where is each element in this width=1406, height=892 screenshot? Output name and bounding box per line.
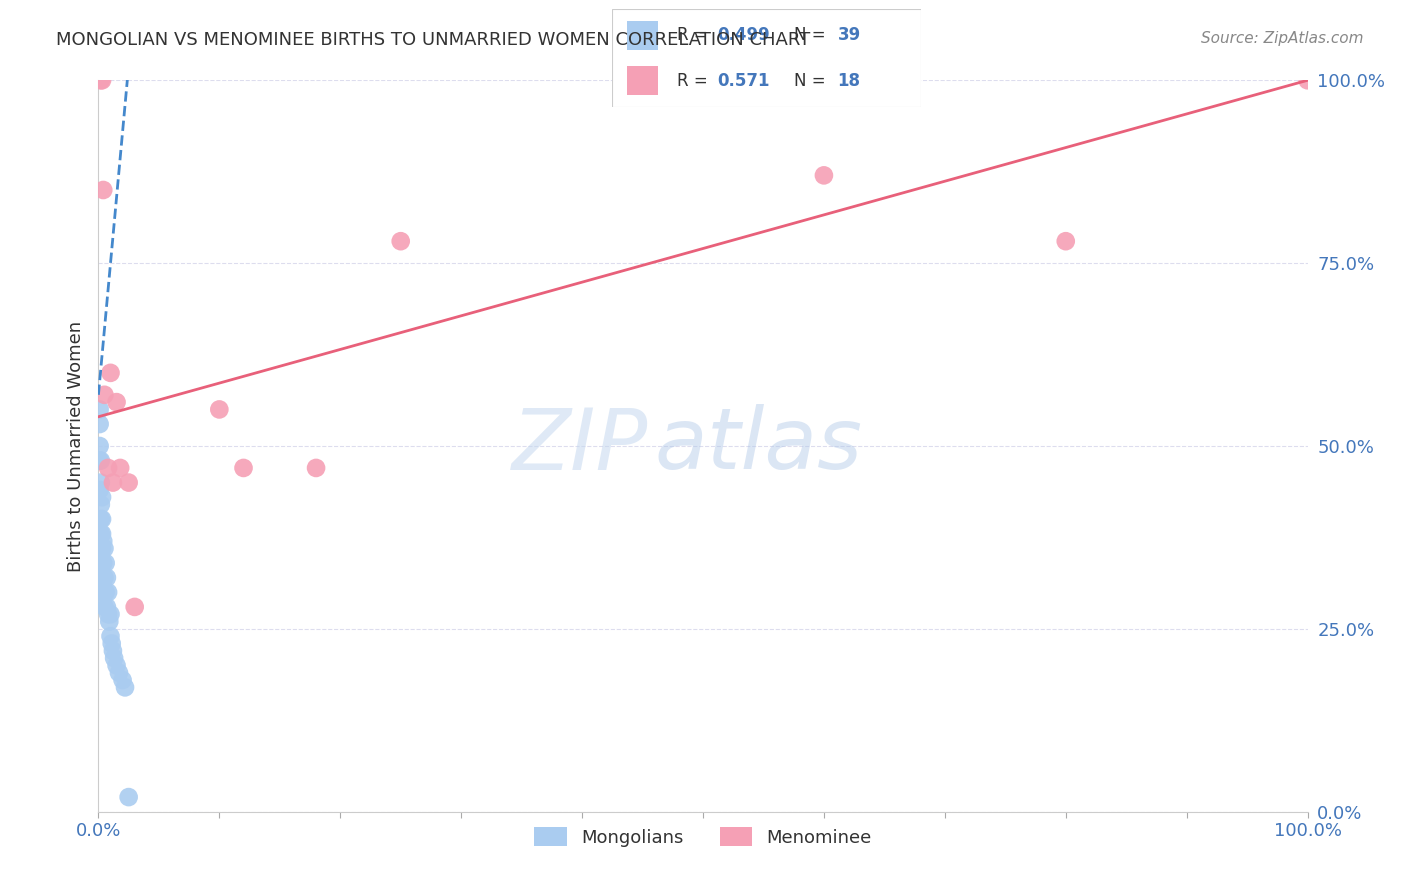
Text: atlas: atlas	[655, 404, 863, 488]
Point	[89, 439, 111, 453]
Point	[1054, 234, 1077, 248]
Text: Source: ZipAtlas.com: Source: ZipAtlas.com	[1201, 31, 1364, 46]
Point	[91, 490, 114, 504]
Point	[97, 585, 120, 599]
Point	[90, 475, 112, 490]
Legend: Mongolians, Menominee: Mongolians, Menominee	[527, 820, 879, 854]
Bar	[627, 66, 658, 95]
Point	[91, 571, 114, 585]
Point	[101, 644, 124, 658]
Point	[93, 541, 115, 556]
Point	[118, 790, 141, 805]
Point	[93, 388, 115, 402]
Point	[108, 665, 131, 680]
Text: 39: 39	[838, 27, 860, 45]
FancyBboxPatch shape	[612, 9, 921, 107]
Point	[89, 417, 111, 431]
Point	[124, 599, 146, 614]
Point	[96, 571, 118, 585]
Y-axis label: Births to Unmarried Women: Births to Unmarried Women	[66, 320, 84, 572]
Point	[91, 534, 114, 549]
Text: ZIP: ZIP	[512, 404, 648, 488]
Point	[100, 607, 122, 622]
Point	[813, 169, 835, 183]
Point	[90, 512, 112, 526]
Text: R =: R =	[676, 71, 713, 89]
Point	[105, 658, 128, 673]
Point	[91, 585, 114, 599]
Point	[93, 571, 115, 585]
Point	[90, 73, 112, 87]
Point	[89, 453, 111, 467]
Point	[90, 498, 112, 512]
Point	[100, 366, 122, 380]
Point	[90, 526, 112, 541]
Text: N =: N =	[794, 71, 831, 89]
Point	[1296, 73, 1319, 87]
Point	[389, 234, 412, 248]
Point	[91, 183, 114, 197]
Point	[91, 556, 114, 570]
Point	[232, 461, 254, 475]
Point	[91, 512, 114, 526]
Point	[90, 549, 112, 563]
Point	[91, 73, 114, 87]
Point	[100, 629, 122, 643]
Point	[94, 556, 117, 570]
Point	[105, 395, 128, 409]
Point	[97, 607, 120, 622]
Text: R =: R =	[676, 27, 713, 45]
Text: 0.499: 0.499	[717, 27, 769, 45]
Point	[91, 526, 114, 541]
Text: 0.571: 0.571	[717, 71, 769, 89]
Bar	[627, 21, 658, 50]
Point	[208, 402, 231, 417]
Text: MONGOLIAN VS MENOMINEE BIRTHS TO UNMARRIED WOMEN CORRELATION CHART: MONGOLIAN VS MENOMINEE BIRTHS TO UNMARRI…	[56, 31, 810, 49]
Text: 18: 18	[838, 71, 860, 89]
Point	[97, 461, 120, 475]
Point	[91, 541, 114, 556]
Point	[90, 453, 112, 467]
Point	[103, 651, 125, 665]
Point	[94, 585, 117, 599]
Point	[108, 461, 131, 475]
Point	[98, 615, 121, 629]
Point	[89, 402, 111, 417]
Point	[114, 681, 136, 695]
Point	[101, 475, 124, 490]
Point	[118, 475, 141, 490]
Point	[93, 599, 115, 614]
Point	[111, 673, 134, 687]
Text: N =: N =	[794, 27, 831, 45]
Point	[96, 599, 118, 614]
Point	[100, 636, 122, 650]
Point	[89, 483, 111, 497]
Point	[305, 461, 328, 475]
